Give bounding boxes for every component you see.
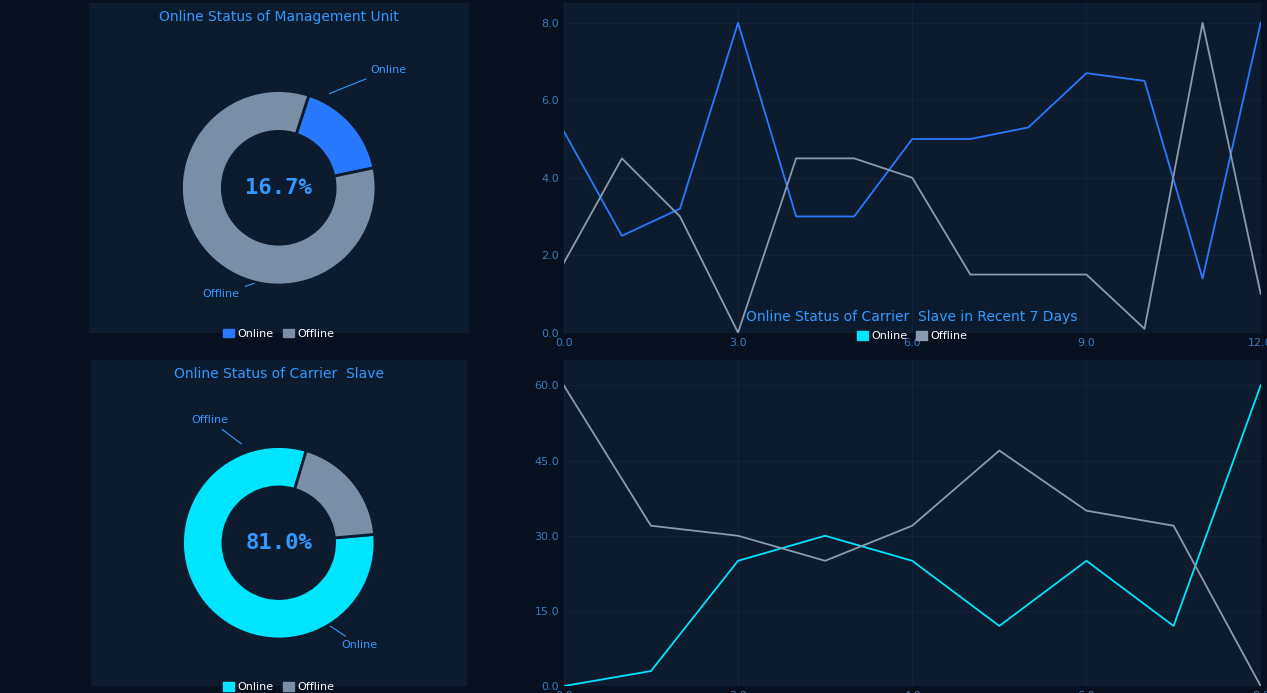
Text: Online Status of Management Unit: Online Status of Management Unit [158, 10, 399, 24]
Legend: Online, Offline: Online, Offline [219, 324, 338, 344]
Text: Offline: Offline [191, 415, 242, 444]
Text: Online Status of Carrier  Slave: Online Status of Carrier Slave [174, 367, 384, 380]
Text: Online: Online [324, 622, 378, 651]
Title: Online Status of Carrier  Slave in Recent 7 Days: Online Status of Carrier Slave in Recent… [746, 310, 1078, 324]
Legend: Online, Offline: Online, Offline [853, 327, 972, 346]
Text: Offline: Offline [203, 281, 264, 299]
Legend: Online, Offline: Online, Offline [219, 678, 338, 693]
Text: Online: Online [329, 65, 405, 94]
